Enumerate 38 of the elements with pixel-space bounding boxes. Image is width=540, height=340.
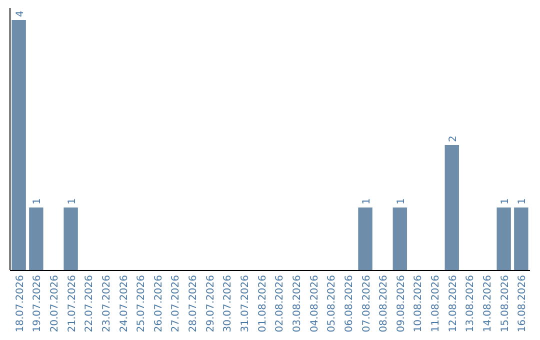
- data-label: 1: [517, 198, 528, 204]
- x-tick-label: 08.08.2026: [378, 275, 390, 332]
- x-tick-label: 09.08.2026: [396, 275, 407, 332]
- x-tick-label: 07.08.2026: [361, 275, 372, 332]
- x-tick-label: 19.07.2026: [32, 275, 44, 332]
- x-tick-label: 10.08.2026: [413, 275, 424, 332]
- x-tick-label: 21.07.2026: [66, 275, 78, 332]
- x-tick-label: 31.07.2026: [240, 275, 252, 332]
- data-label: 1: [66, 198, 78, 204]
- x-tick-label: 30.07.2026: [222, 275, 234, 332]
- data-label: 1: [500, 198, 511, 204]
- x-tick-label: 03.08.2026: [292, 275, 303, 332]
- x-tick-label: 18.07.2026: [14, 275, 26, 332]
- x-tick-label: 20.07.2026: [49, 275, 60, 332]
- data-label: 2: [448, 136, 459, 142]
- x-tick-label: 13.08.2026: [465, 275, 476, 332]
- x-tick-label: 04.08.2026: [309, 275, 320, 332]
- x-tick-label: 15.08.2026: [500, 275, 511, 332]
- x-tick-label: 25.07.2026: [136, 275, 148, 332]
- x-tick-label: 29.07.2026: [205, 275, 216, 332]
- x-tick-label: 27.07.2026: [170, 275, 182, 332]
- x-tick-label: 28.07.2026: [188, 275, 200, 332]
- x-tick-label: 05.08.2026: [326, 275, 338, 332]
- data-label: 1: [32, 198, 44, 204]
- x-tick-label: 22.07.2026: [84, 275, 96, 332]
- data-label: 1: [396, 198, 407, 204]
- x-tick-label: 24.07.2026: [118, 275, 130, 332]
- x-tick-label: 11.08.2026: [430, 275, 442, 332]
- x-tick-label: 26.07.2026: [153, 275, 164, 332]
- data-label: 1: [361, 198, 372, 204]
- x-tick-label: 12.08.2026: [448, 275, 459, 332]
- x-tick-label: 06.08.2026: [344, 275, 355, 332]
- x-tick-label: 01.08.2026: [257, 275, 268, 332]
- data-label: 4: [14, 10, 26, 17]
- x-tick-label: 02.08.2026: [274, 275, 286, 332]
- x-tick-label: 23.07.2026: [101, 275, 112, 332]
- x-tick-label: 16.08.2026: [517, 275, 528, 332]
- x-tick-label: 14.08.2026: [482, 275, 494, 332]
